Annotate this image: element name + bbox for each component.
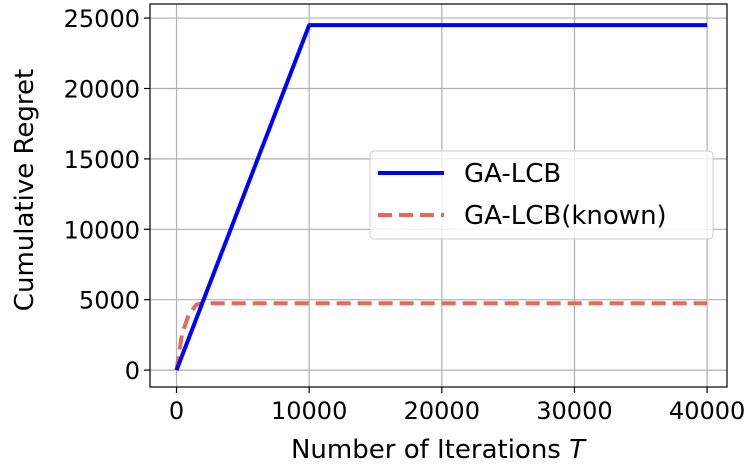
y-tick-label: 10000 (64, 216, 140, 244)
y-tick-label: 15000 (64, 146, 140, 174)
legend-box (369, 150, 714, 240)
legend-label-ga-lcb: GA-LCB (464, 159, 561, 189)
x-tick-label: 10000 (271, 397, 347, 425)
legend-label-ga-lcb-known: GA-LCB(known) (464, 201, 667, 231)
series-line-ga-lcb (174, 23, 708, 371)
ticks: 0 10000 20000 30000 40000 0 5000 10000 15000 2000… (64, 5, 746, 425)
plot-frame (149, 3, 728, 388)
x-axis-label: Number of Iterations T (291, 435, 587, 465)
legend: GA-LCB GA-LCB(known) (369, 150, 714, 240)
series-line-ga-lcb-known (174, 301, 708, 371)
y-tick-label: 25000 (64, 5, 140, 33)
x-axis-label-text: Number of Iterations (291, 435, 561, 465)
y-tick-label: 20000 (64, 75, 140, 103)
x-tick-label: 0 (169, 397, 184, 425)
x-tick-label: 20000 (404, 397, 480, 425)
x-axis-variable: T (569, 435, 587, 465)
y-tick-label: 5000 (79, 287, 140, 315)
x-tick-label: 30000 (536, 397, 612, 425)
x-tick-label: 40000 (669, 397, 745, 425)
y-tick-label: 0 (125, 357, 140, 385)
series-layer (174, 23, 708, 371)
y-axis-label: Cumulative Regret (10, 69, 40, 311)
